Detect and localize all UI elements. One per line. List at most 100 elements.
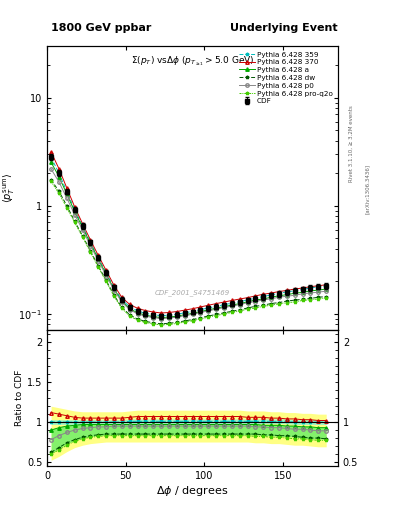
- Pythia 6.428 pro-q2o: [316, 296, 321, 302]
- Pythia 6.428 359: [308, 285, 313, 291]
- Pythia 6.428 p0: [190, 311, 195, 317]
- Pythia 6.428 a: [214, 305, 219, 311]
- Pythia 6.428 dw: [277, 300, 281, 306]
- Pythia 6.428 pro-q2o: [57, 190, 61, 197]
- Pythia 6.428 dw: [253, 303, 258, 309]
- Pythia 6.428 pro-q2o: [214, 312, 219, 318]
- Pythia 6.428 pro-q2o: [198, 316, 203, 322]
- Text: Underlying Event: Underlying Event: [230, 23, 338, 33]
- Pythia 6.428 pro-q2o: [206, 314, 211, 320]
- Pythia 6.428 p0: [112, 287, 116, 293]
- Pythia 6.428 dw: [198, 315, 203, 321]
- Pythia 6.428 pro-q2o: [300, 297, 305, 304]
- Pythia 6.428 370: [316, 283, 321, 289]
- Text: CDF_2001_S4751469: CDF_2001_S4751469: [155, 290, 230, 296]
- Pythia 6.428 359: [182, 310, 187, 316]
- Pythia 6.428 359: [198, 307, 203, 313]
- Pythia 6.428 a: [80, 224, 85, 230]
- Line: Pythia 6.428 370: Pythia 6.428 370: [50, 151, 328, 315]
- Pythia 6.428 pro-q2o: [159, 322, 163, 328]
- Pythia 6.428 pro-q2o: [261, 303, 266, 309]
- Pythia 6.428 p0: [308, 290, 313, 296]
- Pythia 6.428 a: [300, 289, 305, 295]
- Pythia 6.428 359: [206, 305, 211, 311]
- Pythia 6.428 370: [308, 284, 313, 290]
- Text: $\Sigma(p_T)$ vs$\Delta\phi$ ($p_{T_{\geq1}} > 5.0$ GeV): $\Sigma(p_T)$ vs$\Delta\phi$ ($p_{T_{\ge…: [131, 55, 254, 68]
- Pythia 6.428 370: [119, 294, 124, 301]
- Pythia 6.428 a: [222, 304, 226, 310]
- Pythia 6.428 dw: [167, 320, 171, 326]
- Pythia 6.428 dw: [300, 296, 305, 303]
- Text: Rivet 3.1.10, ≥ 3.2M events: Rivet 3.1.10, ≥ 3.2M events: [349, 105, 354, 182]
- Line: Pythia 6.428 pro-q2o: Pythia 6.428 pro-q2o: [50, 180, 328, 327]
- Pythia 6.428 a: [174, 313, 179, 319]
- Pythia 6.428 dw: [64, 203, 69, 209]
- Pythia 6.428 370: [206, 302, 211, 308]
- Pythia 6.428 370: [324, 282, 329, 288]
- Pythia 6.428 370: [57, 165, 61, 172]
- Pythia 6.428 p0: [127, 307, 132, 313]
- Pythia 6.428 a: [261, 296, 266, 302]
- Pythia 6.428 p0: [269, 296, 274, 302]
- Pythia 6.428 370: [135, 305, 140, 311]
- Pythia 6.428 pro-q2o: [135, 317, 140, 323]
- Pythia 6.428 pro-q2o: [64, 205, 69, 211]
- Pythia 6.428 dw: [80, 233, 85, 239]
- Pythia 6.428 a: [230, 302, 234, 308]
- Pythia 6.428 370: [182, 307, 187, 313]
- Pythia 6.428 359: [324, 283, 329, 289]
- Pythia 6.428 359: [151, 312, 156, 318]
- Pythia 6.428 a: [324, 286, 329, 292]
- Pythia 6.428 dw: [135, 316, 140, 322]
- Pythia 6.428 p0: [300, 291, 305, 297]
- Pythia 6.428 359: [230, 300, 234, 306]
- Pythia 6.428 p0: [285, 293, 289, 300]
- Pythia 6.428 370: [198, 304, 203, 310]
- Pythia 6.428 pro-q2o: [143, 319, 148, 326]
- Pythia 6.428 dw: [261, 302, 266, 308]
- Pythia 6.428 359: [159, 313, 163, 319]
- Pythia 6.428 359: [112, 284, 116, 290]
- Pythia 6.428 370: [300, 285, 305, 291]
- Pythia 6.428 p0: [159, 315, 163, 322]
- Line: Pythia 6.428 p0: Pythia 6.428 p0: [50, 167, 328, 321]
- Pythia 6.428 a: [253, 297, 258, 303]
- Pythia 6.428 p0: [167, 315, 171, 321]
- Pythia 6.428 a: [96, 256, 101, 262]
- Pythia 6.428 pro-q2o: [112, 293, 116, 300]
- Pythia 6.428 p0: [292, 292, 297, 298]
- Pythia 6.428 pro-q2o: [80, 234, 85, 240]
- Pythia 6.428 p0: [49, 166, 53, 172]
- Pythia 6.428 pro-q2o: [127, 313, 132, 319]
- Pythia 6.428 p0: [135, 311, 140, 317]
- Pythia 6.428 370: [190, 306, 195, 312]
- Pythia 6.428 p0: [96, 258, 101, 264]
- Pythia 6.428 359: [143, 310, 148, 316]
- Pythia 6.428 dw: [96, 263, 101, 269]
- Pythia 6.428 p0: [64, 195, 69, 201]
- Pythia 6.428 dw: [245, 305, 250, 311]
- Text: 1800 GeV ppbar: 1800 GeV ppbar: [51, 23, 151, 33]
- Pythia 6.428 dw: [237, 307, 242, 313]
- Pythia 6.428 a: [277, 293, 281, 299]
- Pythia 6.428 370: [127, 302, 132, 308]
- Pythia 6.428 359: [222, 302, 226, 308]
- Pythia 6.428 370: [112, 282, 116, 288]
- Pythia 6.428 a: [119, 298, 124, 304]
- Pythia 6.428 359: [174, 311, 179, 317]
- Pythia 6.428 359: [292, 288, 297, 294]
- Pythia 6.428 370: [49, 149, 53, 155]
- Pythia 6.428 dw: [316, 294, 321, 300]
- Pythia 6.428 pro-q2o: [285, 300, 289, 306]
- Pythia 6.428 359: [104, 270, 108, 276]
- Pythia 6.428 a: [143, 312, 148, 318]
- Pythia 6.428 a: [167, 314, 171, 320]
- Pythia 6.428 dw: [230, 308, 234, 314]
- Pythia 6.428 359: [190, 308, 195, 314]
- Pythia 6.428 pro-q2o: [324, 295, 329, 301]
- Pythia 6.428 a: [206, 307, 211, 313]
- Pythia 6.428 a: [285, 292, 289, 298]
- Pythia 6.428 a: [88, 241, 93, 247]
- Pythia 6.428 dw: [127, 312, 132, 318]
- Pythia 6.428 a: [112, 286, 116, 292]
